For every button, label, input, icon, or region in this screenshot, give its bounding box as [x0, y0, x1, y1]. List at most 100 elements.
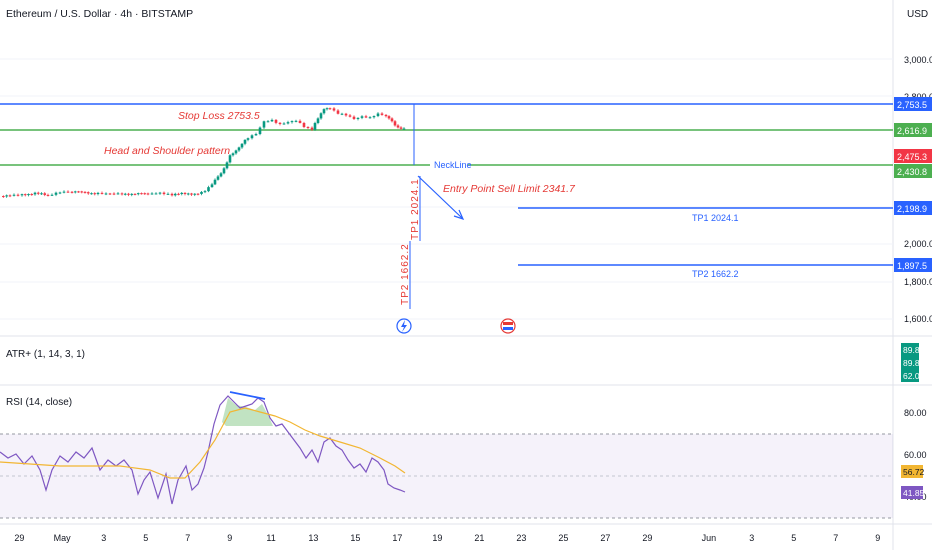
- entry-label[interactable]: Entry Point Sell Limit 2341.7: [443, 183, 576, 195]
- tp1-line-label[interactable]: TP1 2024.1: [692, 213, 739, 223]
- candle-body[interactable]: [228, 155, 232, 163]
- candle-body[interactable]: [278, 122, 282, 124]
- candle-body[interactable]: [254, 134, 258, 136]
- candle-body[interactable]: [237, 147, 241, 151]
- candle-body[interactable]: [108, 193, 112, 195]
- candle-body[interactable]: [200, 191, 203, 194]
- candle-body[interactable]: [384, 114, 388, 117]
- candle-body[interactable]: [274, 119, 278, 123]
- candle-body[interactable]: [390, 118, 394, 122]
- candle-body[interactable]: [348, 115, 352, 117]
- candle-body[interactable]: [173, 193, 177, 196]
- candle-body[interactable]: [62, 191, 66, 193]
- candle-body[interactable]: [313, 123, 317, 130]
- candle-body[interactable]: [322, 109, 326, 114]
- candle-body[interactable]: [402, 128, 406, 130]
- candle-body[interactable]: [127, 193, 130, 195]
- candle-body[interactable]: [356, 117, 360, 119]
- candle-body[interactable]: [80, 191, 84, 193]
- candle-body[interactable]: [23, 194, 27, 196]
- candle-body[interactable]: [86, 192, 90, 194]
- candle-body[interactable]: [290, 121, 294, 123]
- candle-body[interactable]: [336, 110, 340, 114]
- candle-body[interactable]: [231, 153, 235, 156]
- candle-body[interactable]: [196, 193, 200, 195]
- candle-body[interactable]: [262, 121, 266, 128]
- candle-body[interactable]: [158, 192, 162, 194]
- candle-body[interactable]: [27, 194, 30, 196]
- candle-body[interactable]: [310, 127, 314, 130]
- currency-label[interactable]: USD: [907, 9, 928, 20]
- candle-body[interactable]: [20, 194, 24, 196]
- candle-body[interactable]: [30, 194, 34, 196]
- candle-body[interactable]: [154, 193, 158, 195]
- candle-body[interactable]: [234, 150, 238, 154]
- candle-body[interactable]: [150, 193, 154, 195]
- candle-body[interactable]: [116, 193, 120, 195]
- candle-body[interactable]: [360, 116, 364, 118]
- candle-body[interactable]: [364, 116, 368, 118]
- candle-body[interactable]: [140, 193, 143, 195]
- candle-body[interactable]: [46, 194, 50, 196]
- rsi-title[interactable]: RSI (14, close): [6, 397, 72, 408]
- candle-body[interactable]: [16, 194, 20, 196]
- candle-body[interactable]: [100, 192, 104, 194]
- candle-body[interactable]: [40, 193, 43, 195]
- candle-body[interactable]: [133, 193, 137, 195]
- candle-body[interactable]: [58, 192, 62, 194]
- drawing-lines[interactable]: [0, 103, 893, 309]
- candle-body[interactable]: [93, 193, 97, 195]
- candle-body[interactable]: [368, 117, 372, 119]
- candle-body[interactable]: [12, 194, 16, 196]
- candle-body[interactable]: [73, 191, 77, 193]
- candle-body[interactable]: [162, 192, 166, 195]
- candle-body[interactable]: [33, 192, 37, 195]
- candle-body[interactable]: [183, 192, 187, 194]
- candle-body[interactable]: [186, 193, 190, 195]
- candle-body[interactable]: [146, 193, 150, 195]
- tp1-vertical-label[interactable]: TP1 2024.1: [410, 178, 421, 240]
- candle-body[interactable]: [393, 121, 397, 126]
- candle-body[interactable]: [316, 118, 320, 124]
- divergence-line[interactable]: [229, 391, 266, 400]
- candle-body[interactable]: [166, 193, 170, 195]
- candle-body[interactable]: [136, 193, 140, 195]
- candle-body[interactable]: [50, 194, 54, 196]
- candle-body[interactable]: [222, 168, 226, 174]
- candle-body[interactable]: [5, 195, 8, 197]
- candle-body[interactable]: [250, 135, 254, 139]
- candle-body[interactable]: [328, 108, 332, 110]
- candle-body[interactable]: [225, 162, 229, 169]
- candle-body[interactable]: [332, 108, 336, 111]
- candle-body[interactable]: [104, 193, 108, 195]
- rsi-ma-line[interactable]: [0, 407, 406, 479]
- candle-body[interactable]: [344, 113, 348, 116]
- candle-body[interactable]: [90, 193, 93, 195]
- candle-body[interactable]: [302, 122, 306, 127]
- candle-body[interactable]: [43, 193, 47, 195]
- candle-body[interactable]: [246, 138, 250, 140]
- candle-body[interactable]: [123, 193, 127, 195]
- candle-body[interactable]: [143, 193, 147, 195]
- tp2-vertical-label[interactable]: TP2 1662.2: [400, 243, 411, 305]
- rsi-line[interactable]: [0, 395, 406, 505]
- candle-body[interactable]: [396, 125, 400, 128]
- symbol-title[interactable]: Ethereum / U.S. Dollar · 4h · BITSTAMP: [6, 8, 193, 20]
- candle-body[interactable]: [352, 116, 356, 119]
- candle-body[interactable]: [306, 126, 310, 128]
- pattern-label[interactable]: Head and Shoulder pattern: [104, 145, 230, 157]
- candle-body[interactable]: [66, 191, 70, 193]
- candle-body[interactable]: [286, 122, 290, 124]
- candle-body[interactable]: [180, 192, 184, 195]
- candle-body[interactable]: [193, 193, 197, 195]
- candle-body[interactable]: [77, 191, 80, 193]
- candle-body[interactable]: [298, 120, 302, 123]
- tp2-line-label[interactable]: TP2 1662.2: [692, 269, 739, 279]
- candle-body[interactable]: [258, 127, 262, 135]
- candle-body[interactable]: [210, 184, 214, 188]
- candle-body[interactable]: [319, 113, 323, 119]
- candle-body[interactable]: [294, 120, 298, 122]
- candle-body[interactable]: [120, 193, 124, 195]
- candle-body[interactable]: [112, 193, 116, 195]
